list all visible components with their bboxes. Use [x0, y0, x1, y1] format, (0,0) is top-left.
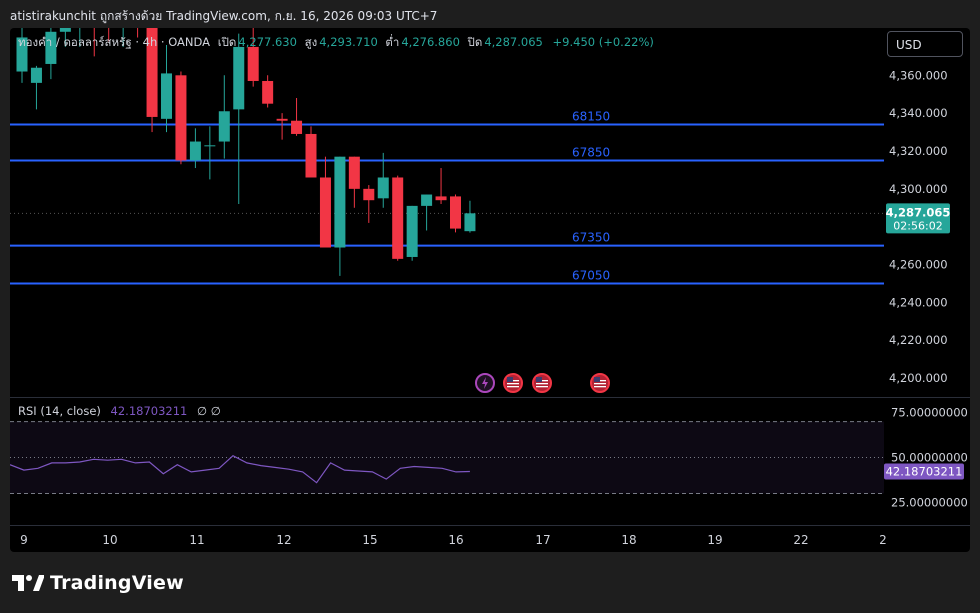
- us-flag-stripe: [507, 383, 519, 385]
- rsi-axis-tick: 25.00000000: [891, 495, 968, 509]
- candle[interactable]: [204, 145, 216, 147]
- rsi-axis-tick: 75.00000000: [891, 406, 968, 420]
- low-value: 4,276.860: [401, 35, 460, 49]
- us-flag-stripe: [594, 383, 606, 385]
- time-axis-divider: [10, 525, 970, 526]
- candle[interactable]: [334, 156, 346, 248]
- candle[interactable]: [363, 188, 375, 201]
- level-label: 67050: [572, 268, 610, 282]
- price-axis-tick: 4,220.000: [889, 333, 948, 347]
- time-axis-tick: 15: [362, 533, 377, 547]
- time-axis-tick: 10: [102, 533, 117, 547]
- price-axis-tick: 4,320.000: [889, 144, 948, 158]
- candle[interactable]: [189, 141, 201, 161]
- candle[interactable]: [233, 46, 245, 110]
- us-flag-canton: [507, 377, 513, 382]
- candle[interactable]: [435, 196, 447, 201]
- candle[interactable]: [59, 28, 71, 32]
- price-axis-tick: 4,200.000: [889, 371, 948, 385]
- candle[interactable]: [464, 213, 476, 232]
- candle[interactable]: [30, 67, 42, 83]
- time-axis-tick: 12: [276, 533, 291, 547]
- candle[interactable]: [348, 156, 360, 189]
- time-axis-tick: 11: [189, 533, 204, 547]
- candle[interactable]: [161, 73, 172, 119]
- open-label: เปิด: [217, 35, 237, 49]
- bar-countdown: 02:56:02: [893, 219, 942, 232]
- time-axis-tick: 9: [20, 533, 28, 547]
- candle[interactable]: [392, 177, 404, 259]
- candle[interactable]: [450, 196, 461, 229]
- current-price-value: 4,287.065: [886, 205, 951, 219]
- current-price-badge[interactable]: [886, 203, 950, 234]
- lightning-icon-bolt: [482, 377, 488, 389]
- chart-frame[interactable]: 4,360.000 4,340.000 4,320.000 4,300.000 4,28…: [10, 28, 970, 552]
- chart-attribution: atistirakunchit ถูกสร้างด้วย TradingView…: [10, 9, 438, 23]
- level-label: 67350: [572, 231, 610, 245]
- price-axis-tick: 4,240.000: [889, 295, 948, 309]
- close-value: 4,287.065: [484, 35, 543, 49]
- tradingview-wordmark: TradingView: [50, 572, 184, 594]
- candle[interactable]: [377, 177, 389, 199]
- level-label: 68150: [572, 110, 610, 124]
- high-value: 4,293.710: [319, 35, 378, 49]
- candle[interactable]: [421, 194, 433, 206]
- rsi-label[interactable]: RSI (14, close): [18, 404, 101, 418]
- rsi-value-badge: [884, 463, 964, 480]
- currency-selector[interactable]: USD: [887, 31, 963, 57]
- candle[interactable]: [319, 177, 331, 248]
- candle[interactable]: [247, 46, 259, 81]
- rsi-value: 42.18703211: [110, 404, 188, 418]
- candle[interactable]: [406, 205, 418, 257]
- candle[interactable]: [175, 75, 187, 161]
- us-flag-stripe: [536, 383, 548, 385]
- rsi-extra: ∅ ∅: [197, 404, 221, 418]
- us-flag-canton: [536, 377, 542, 382]
- time-axis-tick: 18: [621, 533, 636, 547]
- rsi-band: [10, 421, 884, 494]
- candle[interactable]: [218, 111, 230, 142]
- candle[interactable]: [16, 37, 28, 72]
- rsi-axis-tick: 50.00000000: [891, 451, 968, 465]
- price-axis-tick: 4,340.000: [889, 106, 948, 120]
- time-axis-tick: 2: [879, 533, 887, 547]
- chart-canvas[interactable]: 4,360.000 4,340.000 4,320.000 4,300.000 4,28…: [10, 28, 970, 552]
- candle[interactable]: [146, 28, 158, 117]
- tradingview-logo-icon: [12, 575, 44, 591]
- candle[interactable]: [45, 31, 57, 64]
- candle[interactable]: [291, 120, 303, 134]
- symbol-title[interactable]: ทองคำ / ดอลลาร์สหรัฐ · 4h · OANDA: [18, 35, 211, 49]
- low-label: ต่ำ: [385, 35, 400, 49]
- pane-divider[interactable]: [10, 397, 970, 398]
- rsi-line[interactable]: [10, 454, 470, 484]
- us-flag-stripe: [507, 386, 519, 388]
- time-axis-tick: 17: [535, 533, 550, 547]
- change-value: +9.450 (+0.22%): [552, 35, 654, 49]
- time-axis-tick: 16: [448, 533, 463, 547]
- candle[interactable]: [262, 80, 274, 104]
- candle[interactable]: [276, 118, 288, 121]
- close-label: ปิด: [467, 35, 483, 49]
- time-axis-tick: 19: [707, 533, 722, 547]
- rsi-badge-value: 42.18703211: [886, 465, 963, 479]
- price-axis-tick: 4,300.000: [889, 182, 948, 196]
- us-flag-stripe: [536, 386, 548, 388]
- price-axis-tick: 4,360.000: [889, 68, 948, 82]
- us-flag-canton: [594, 377, 600, 382]
- rsi-legend: RSI (14, close) 42.18703211 ∅ ∅: [18, 404, 221, 418]
- high-label: สูง: [304, 35, 318, 49]
- candle[interactable]: [305, 133, 317, 178]
- level-label: 67850: [572, 145, 610, 159]
- tradingview-logo[interactable]: TradingView: [12, 570, 184, 596]
- symbol-legend: ทองคำ / ดอลลาร์สหรัฐ · 4h · OANDA เปิด 4,…: [18, 34, 654, 52]
- price-axis-tick: 4,260.000: [889, 258, 948, 272]
- us-flag-stripe: [594, 386, 606, 388]
- open-value: 4,277.630: [238, 35, 297, 49]
- time-axis-tick: 22: [793, 533, 808, 547]
